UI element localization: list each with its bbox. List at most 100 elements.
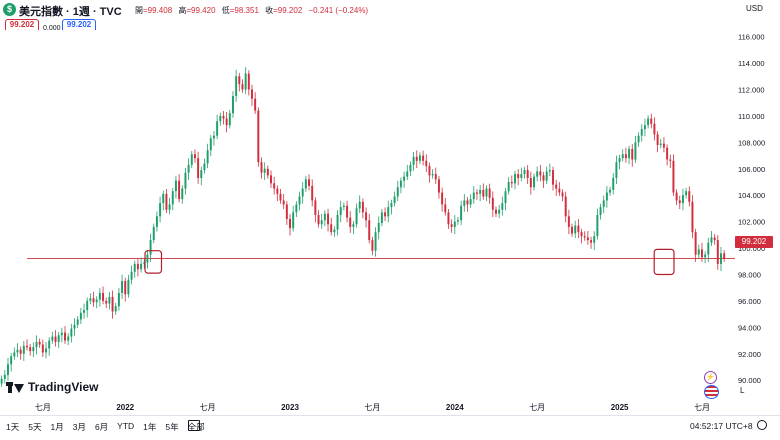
highlight-box[interactable] bbox=[144, 250, 163, 274]
candle bbox=[285, 201, 288, 225]
candle bbox=[583, 231, 586, 241]
x-tick-label: 七月 bbox=[694, 403, 710, 412]
tradingview-logo[interactable]: TradingView bbox=[6, 380, 98, 394]
gear-icon[interactable] bbox=[757, 420, 767, 430]
range-all[interactable]: 全部 bbox=[187, 422, 205, 432]
candle bbox=[330, 217, 333, 236]
range-5y[interactable]: 5年 bbox=[165, 422, 179, 432]
candle bbox=[184, 167, 187, 195]
candle bbox=[548, 163, 551, 177]
candle bbox=[650, 113, 653, 129]
candle bbox=[365, 207, 368, 228]
candle bbox=[488, 183, 491, 204]
flash-icon[interactable]: ⚡ bbox=[704, 371, 717, 384]
y-tick-label: 116.000 bbox=[738, 33, 765, 42]
candle bbox=[567, 209, 570, 235]
candle bbox=[38, 338, 41, 348]
range-1y[interactable]: 1年 bbox=[143, 422, 157, 432]
candle bbox=[10, 353, 13, 372]
candle bbox=[235, 69, 238, 103]
candle bbox=[51, 331, 54, 344]
candle bbox=[593, 231, 596, 251]
candle bbox=[618, 154, 621, 170]
candle bbox=[361, 198, 364, 219]
candle bbox=[437, 176, 440, 199]
candle bbox=[574, 220, 577, 239]
range-5d[interactable]: 5天 bbox=[28, 422, 42, 432]
candle bbox=[266, 165, 269, 179]
candle bbox=[140, 257, 143, 273]
highlight-box[interactable] bbox=[653, 248, 675, 276]
clock[interactable]: 04:52:17 UTC+8 bbox=[690, 421, 753, 431]
candle bbox=[659, 138, 662, 149]
candle bbox=[681, 188, 684, 211]
candle bbox=[380, 209, 383, 227]
candle bbox=[447, 209, 450, 229]
y-tick-label: 90.000 bbox=[738, 376, 761, 385]
high-label: 高 bbox=[178, 6, 187, 15]
range-1m[interactable]: 1月 bbox=[50, 422, 64, 432]
candle bbox=[403, 171, 406, 188]
candle bbox=[45, 341, 47, 359]
candle bbox=[86, 297, 89, 318]
candle bbox=[456, 216, 459, 225]
candle bbox=[634, 135, 637, 163]
candle bbox=[586, 230, 589, 245]
candle bbox=[92, 291, 95, 307]
candle bbox=[577, 219, 580, 239]
candle bbox=[491, 191, 494, 217]
candle bbox=[311, 179, 314, 207]
sell-price: 99.202 bbox=[9, 20, 35, 29]
candle bbox=[48, 337, 51, 356]
candle bbox=[564, 191, 567, 223]
candle bbox=[320, 213, 323, 229]
range-ytd[interactable]: YTD bbox=[117, 421, 135, 431]
candle bbox=[368, 213, 371, 244]
candle bbox=[571, 223, 574, 237]
candle bbox=[523, 166, 526, 179]
x-tick-label: 2022 bbox=[116, 403, 134, 412]
candle bbox=[203, 158, 206, 174]
candle bbox=[520, 167, 523, 182]
calendar-icon[interactable] bbox=[188, 420, 200, 431]
candle bbox=[590, 236, 593, 249]
candle bbox=[377, 216, 380, 240]
close-value: =99.202 bbox=[273, 6, 303, 15]
currency-label[interactable]: USD bbox=[746, 4, 763, 13]
candle bbox=[270, 170, 272, 188]
y-tick-label: 96.000 bbox=[738, 297, 761, 306]
candle bbox=[64, 326, 67, 344]
candle bbox=[418, 152, 421, 165]
range-1d[interactable]: 1天 bbox=[6, 422, 20, 432]
candle bbox=[555, 179, 558, 196]
log-scale-button[interactable]: L bbox=[740, 386, 745, 395]
candle bbox=[327, 208, 330, 232]
candlestick-chart[interactable]: 90.000 92.000 94.000 96.000 98.000 100.000 102… bbox=[0, 0, 780, 415]
range-6m[interactable]: 6月 bbox=[94, 422, 109, 432]
y-tick-label: 102.000 bbox=[738, 218, 765, 227]
candle bbox=[146, 249, 149, 269]
candle bbox=[482, 183, 485, 200]
candle bbox=[510, 175, 513, 188]
candle bbox=[434, 167, 437, 184]
candle bbox=[216, 114, 219, 140]
candle bbox=[228, 109, 231, 129]
us-flag-icon[interactable] bbox=[704, 385, 719, 399]
range-3m[interactable]: 3月 bbox=[72, 422, 86, 432]
y-tick-label: 94.000 bbox=[738, 323, 761, 332]
candle bbox=[694, 228, 697, 262]
candle bbox=[231, 91, 234, 118]
candle bbox=[697, 244, 700, 258]
candle bbox=[260, 157, 263, 179]
candle bbox=[95, 296, 98, 309]
y-tick-label: 106.000 bbox=[738, 165, 765, 174]
y-tick-label: 112.000 bbox=[738, 85, 765, 94]
candle bbox=[127, 274, 130, 298]
candle bbox=[599, 203, 602, 220]
candle bbox=[254, 92, 257, 114]
candle bbox=[98, 288, 101, 307]
symbol-title[interactable]: 美元指數 · 1週 · TVC bbox=[19, 6, 122, 18]
candle bbox=[35, 335, 38, 355]
open-value: =99.408 bbox=[143, 6, 173, 15]
candle bbox=[723, 250, 726, 262]
